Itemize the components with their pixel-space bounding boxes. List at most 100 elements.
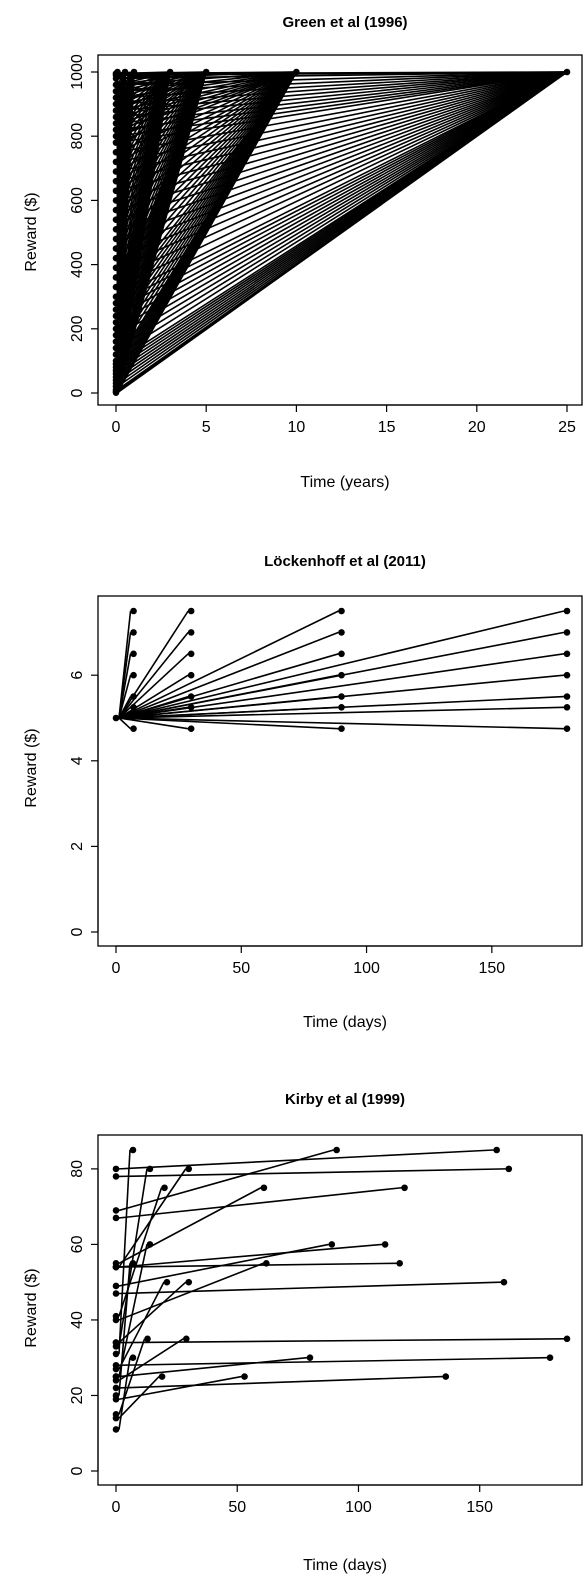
- choice-line: [116, 71, 297, 240]
- delayed-point: [129, 1146, 137, 1154]
- delayed-point: [563, 68, 571, 76]
- delayed-point: [130, 704, 137, 711]
- choice-line: [117, 71, 568, 330]
- immediate-point: [112, 139, 120, 146]
- choice-line: [116, 71, 298, 298]
- immediate-point: [112, 293, 120, 301]
- choice-line: [118, 1244, 148, 1377]
- delayed-point: [163, 1278, 171, 1286]
- choice-line: [117, 71, 568, 144]
- y-tick-label: 2: [69, 842, 86, 851]
- delayed-point: [401, 1184, 408, 1192]
- delayed-point: [338, 725, 345, 732]
- immediate-point: [112, 299, 120, 307]
- delayed-point: [241, 1373, 248, 1380]
- choice-line: [117, 71, 568, 192]
- choice-line: [118, 1357, 131, 1430]
- delayed-point: [493, 1146, 500, 1154]
- panel2-axes: 0 50 100 150 0 2 4 6: [69, 671, 505, 977]
- choice-line: [118, 1262, 264, 1321]
- immediate-point: [112, 274, 120, 281]
- delayed-point: [563, 693, 571, 700]
- immediate-point: [112, 187, 120, 195]
- delayed-point: [130, 650, 137, 658]
- choice-line: [118, 1263, 131, 1396]
- delayed-point: [333, 1146, 340, 1154]
- panel3-axes: 0 50 100 150 0 20 40 60 80: [69, 1160, 493, 1516]
- choice-line: [117, 71, 568, 221]
- choice-line: [117, 71, 568, 362]
- choice-line: [116, 71, 297, 269]
- panel2-plot-frame: [97, 595, 583, 947]
- immediate-point: [112, 1282, 120, 1290]
- immediate-point: [112, 148, 120, 156]
- delayed-point: [130, 607, 137, 615]
- choice-line: [116, 71, 207, 192]
- immediate-point: [112, 1411, 120, 1418]
- immediate-point: [112, 94, 120, 101]
- choice-line: [117, 71, 568, 182]
- immediate-point: [112, 1312, 120, 1320]
- delayed-point: [185, 1278, 193, 1286]
- delayed-point: [187, 725, 195, 732]
- delayed-point: [563, 629, 571, 636]
- choice-line: [117, 71, 568, 279]
- immediate-point: [112, 312, 120, 320]
- delayed-point: [338, 650, 345, 658]
- choice-line: [117, 71, 568, 211]
- panel1-title: Green et al (1996): [282, 14, 407, 31]
- y-tick-label: 6: [69, 671, 86, 680]
- panel-kirby-1999: Kirby et al (1999) 0 50 100 150 0 20 40 60 80 Ti…: [23, 1091, 583, 1574]
- choice-line: [117, 71, 568, 99]
- delayed-point: [144, 1335, 151, 1343]
- choice-line: [117, 71, 297, 192]
- choice-line: [117, 71, 568, 137]
- immediate-point: [112, 254, 120, 262]
- delayed-point: [338, 693, 345, 700]
- choice-line: [118, 610, 189, 719]
- panel3-marks: [112, 1146, 571, 1433]
- delayed-point: [563, 607, 571, 615]
- panel2-title: Löckenhoff et al (2011): [264, 553, 426, 570]
- delayed-point: [338, 629, 345, 636]
- immediate-point: [112, 306, 120, 313]
- delayed-point: [187, 671, 195, 679]
- panel1-ylabel: Reward ($): [23, 192, 40, 271]
- choice-line: [116, 71, 298, 288]
- choice-line: [118, 653, 339, 719]
- choice-line: [118, 1149, 494, 1170]
- immediate-point: [112, 1263, 120, 1271]
- choice-line: [118, 717, 565, 730]
- delayed-point: [338, 671, 345, 679]
- delayed-point: [306, 1354, 314, 1362]
- delayed-point: [187, 704, 195, 711]
- x-tick-label: 100: [345, 1499, 372, 1516]
- immediate-point: [112, 264, 120, 272]
- choice-line: [117, 71, 568, 240]
- choice-line: [117, 71, 568, 288]
- choice-line: [117, 71, 568, 317]
- immediate-point: [112, 325, 120, 333]
- immediate-point: [112, 87, 120, 95]
- choice-line: [117, 71, 568, 131]
- x-tick-label: 10: [288, 419, 306, 436]
- delayed-point: [130, 629, 137, 636]
- choice-line: [117, 71, 568, 356]
- immediate-point: [112, 206, 120, 214]
- delayed-point: [129, 1354, 137, 1362]
- immediate-point: [112, 1392, 120, 1399]
- panel-green-1996: Green et al (1996) 0 5 10 15 20 25 0 200 400 600 8…: [23, 14, 583, 491]
- delayed-point: [130, 725, 137, 732]
- delayed-point: [129, 1259, 137, 1267]
- delayed-point: [500, 1278, 508, 1286]
- x-tick-label: 5: [202, 419, 211, 436]
- immediate-point: [112, 1165, 120, 1173]
- y-tick-label: 40: [69, 1311, 86, 1329]
- y-tick-label: 60: [69, 1235, 86, 1253]
- choice-line: [117, 71, 568, 125]
- choice-line: [117, 71, 568, 93]
- choice-line: [118, 610, 339, 719]
- immediate-point: [112, 1426, 120, 1433]
- panel1-axes: 0 5 10 15 20 25 0 200 400 600 800 1000: [69, 54, 576, 436]
- panel3-title: Kirby et al (1999): [285, 1091, 405, 1108]
